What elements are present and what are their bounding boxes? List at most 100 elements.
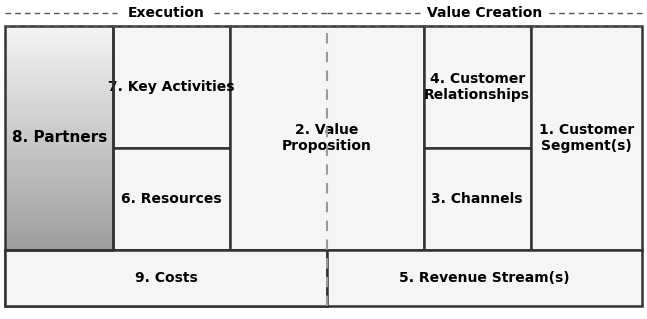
Bar xyxy=(47,56,49,59)
Bar xyxy=(21,48,23,52)
Bar xyxy=(97,179,99,183)
Bar xyxy=(45,70,47,74)
Bar xyxy=(72,194,74,198)
Bar xyxy=(38,85,39,89)
Bar xyxy=(41,112,43,115)
Bar xyxy=(104,228,106,232)
Bar xyxy=(83,67,84,70)
Bar xyxy=(23,56,25,59)
Bar xyxy=(19,127,21,130)
Bar xyxy=(109,115,111,119)
Bar xyxy=(25,85,27,89)
Bar xyxy=(32,78,34,82)
Bar xyxy=(10,29,12,33)
Bar xyxy=(104,224,106,228)
Bar xyxy=(5,93,7,97)
Bar xyxy=(93,89,95,93)
Bar xyxy=(95,134,97,138)
Bar xyxy=(9,179,10,183)
Bar xyxy=(50,108,52,112)
Bar xyxy=(9,100,10,104)
Bar xyxy=(60,119,61,123)
Bar xyxy=(47,97,49,100)
Bar xyxy=(83,142,84,145)
Bar xyxy=(9,97,10,100)
Bar xyxy=(74,153,76,157)
Bar xyxy=(7,220,9,224)
Bar xyxy=(17,235,19,239)
Bar xyxy=(83,172,84,175)
Bar xyxy=(99,149,101,153)
Bar xyxy=(109,41,111,44)
Bar xyxy=(12,175,14,179)
Bar xyxy=(93,93,95,97)
Bar xyxy=(77,232,79,235)
Bar xyxy=(86,130,88,134)
Bar xyxy=(12,74,14,78)
Bar xyxy=(83,157,84,160)
Bar xyxy=(111,239,113,243)
Bar xyxy=(12,93,14,97)
Bar xyxy=(43,100,45,104)
Bar xyxy=(38,209,39,213)
Bar xyxy=(17,172,19,175)
Bar xyxy=(60,37,61,41)
Bar xyxy=(63,134,65,138)
Bar xyxy=(90,82,92,85)
Bar xyxy=(17,164,19,168)
Bar xyxy=(12,52,14,56)
Bar xyxy=(12,70,14,74)
Bar xyxy=(72,235,74,239)
Bar xyxy=(68,175,70,179)
Bar xyxy=(41,108,43,112)
Bar xyxy=(17,149,19,153)
Bar xyxy=(30,112,32,115)
Bar xyxy=(17,119,19,123)
Text: 3. Channels: 3. Channels xyxy=(432,192,523,206)
Bar xyxy=(60,44,61,48)
Bar xyxy=(27,119,28,123)
Bar xyxy=(99,85,101,89)
Bar xyxy=(5,112,7,115)
Bar xyxy=(83,224,84,228)
Bar xyxy=(99,247,101,250)
Bar xyxy=(88,213,90,217)
Bar xyxy=(5,149,7,153)
Bar xyxy=(90,243,92,247)
Bar xyxy=(16,63,17,67)
Bar xyxy=(88,220,90,224)
Bar xyxy=(111,213,113,217)
Bar xyxy=(65,164,67,168)
Bar xyxy=(30,164,32,168)
Bar xyxy=(47,93,49,97)
Bar xyxy=(27,217,28,220)
Bar xyxy=(27,164,28,168)
Bar xyxy=(93,123,95,127)
Bar xyxy=(17,187,19,190)
Bar xyxy=(23,168,25,172)
Bar xyxy=(45,194,47,198)
Bar xyxy=(54,205,56,209)
Bar xyxy=(43,142,45,145)
Bar xyxy=(43,115,45,119)
Bar xyxy=(45,232,47,235)
Bar xyxy=(95,104,97,108)
Bar xyxy=(88,175,90,179)
Bar xyxy=(17,33,19,37)
Bar xyxy=(104,89,106,93)
Bar xyxy=(10,157,12,160)
Bar xyxy=(65,179,67,183)
Bar xyxy=(74,175,76,179)
Bar xyxy=(41,48,43,52)
Bar xyxy=(60,112,61,115)
Bar xyxy=(93,56,95,59)
Bar xyxy=(39,243,41,247)
Bar xyxy=(81,37,83,41)
Bar xyxy=(52,56,54,59)
Bar xyxy=(49,89,50,93)
Bar xyxy=(104,33,106,37)
Bar xyxy=(12,33,14,37)
Bar xyxy=(104,70,106,74)
Bar xyxy=(67,26,68,29)
Bar xyxy=(83,228,84,232)
